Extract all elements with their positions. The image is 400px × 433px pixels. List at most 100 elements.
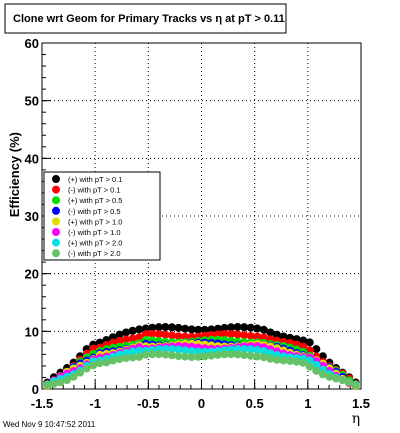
data-point bbox=[227, 350, 236, 359]
data-point bbox=[148, 350, 157, 359]
legend-marker bbox=[52, 206, 60, 215]
data-point bbox=[299, 336, 308, 345]
y-tick-label: 40 bbox=[25, 151, 39, 166]
data-point bbox=[167, 323, 176, 332]
data-point bbox=[161, 344, 170, 353]
data-point bbox=[135, 333, 144, 342]
data-point bbox=[181, 346, 190, 355]
data-point bbox=[82, 364, 91, 373]
data-point bbox=[240, 344, 249, 353]
data-point bbox=[253, 324, 262, 333]
data-point bbox=[161, 323, 170, 332]
data-point bbox=[299, 358, 308, 367]
data-point bbox=[108, 356, 117, 365]
legend-box bbox=[43, 171, 161, 261]
data-point bbox=[246, 332, 255, 341]
y-tick-label: 20 bbox=[25, 267, 39, 282]
data-point bbox=[312, 366, 321, 375]
data-point bbox=[128, 334, 137, 343]
data-point bbox=[115, 330, 124, 339]
data-point bbox=[259, 347, 268, 356]
data-point bbox=[95, 359, 104, 368]
data-point bbox=[259, 353, 268, 362]
data-point bbox=[233, 330, 242, 339]
data-point bbox=[43, 381, 52, 390]
data-point bbox=[181, 332, 190, 341]
legend-marker bbox=[52, 249, 60, 258]
data-point bbox=[115, 336, 124, 345]
data-point bbox=[174, 352, 183, 361]
data-point bbox=[194, 325, 203, 334]
legend-marker bbox=[52, 196, 60, 205]
data-point bbox=[253, 345, 262, 354]
data-point bbox=[194, 352, 203, 361]
x-tick-label: 0.5 bbox=[246, 396, 264, 411]
data-point bbox=[259, 325, 268, 334]
series-7 bbox=[43, 350, 360, 390]
data-point bbox=[253, 332, 262, 341]
data-point bbox=[253, 352, 262, 361]
data-point bbox=[227, 323, 236, 332]
data-point bbox=[305, 362, 314, 371]
data-point bbox=[240, 331, 249, 340]
legend: (+) with pT > 0.1(-) with pT > 0.1(+) wi… bbox=[43, 171, 161, 261]
data-point bbox=[200, 325, 209, 334]
y-tick-label: 10 bbox=[25, 324, 39, 339]
data-point bbox=[141, 330, 150, 339]
legend-label: (+) with pT > 0.1 bbox=[68, 175, 122, 184]
data-point bbox=[148, 329, 157, 338]
data-point bbox=[292, 357, 301, 366]
data-point bbox=[115, 355, 124, 364]
legend-label: (+) with pT > 1.0 bbox=[68, 217, 122, 226]
data-point bbox=[122, 328, 131, 337]
axes: -1.5 -1 -0.5 0 0.5 1 1.5 0 10 20 30 40 50 60 bbox=[25, 36, 371, 411]
data-point bbox=[325, 372, 334, 381]
data-point bbox=[122, 354, 131, 363]
y-tick-label: 30 bbox=[25, 209, 39, 224]
title-box bbox=[4, 3, 287, 34]
y-tick-label: 50 bbox=[25, 94, 39, 109]
legend-label: (+) with pT > 2.0 bbox=[68, 239, 122, 248]
x-tick-label: 1 bbox=[304, 396, 311, 411]
data-point bbox=[161, 330, 170, 339]
data-point bbox=[351, 381, 360, 390]
timestamp: Wed Nov 9 10:47:52 2011 bbox=[3, 420, 96, 429]
data-point bbox=[135, 325, 144, 334]
x-tick-label: 1.5 bbox=[352, 396, 370, 411]
data-point bbox=[154, 350, 163, 359]
data-point bbox=[279, 356, 288, 365]
data-point bbox=[207, 351, 216, 360]
data-point bbox=[246, 351, 255, 360]
legend-label: (+) with pT > 0.5 bbox=[68, 196, 122, 205]
data-point bbox=[227, 330, 236, 339]
data-point bbox=[233, 323, 242, 332]
data-point bbox=[181, 352, 190, 361]
chart-title: Clone wrt Geom for Primary Tracks vs η a… bbox=[13, 13, 285, 25]
data-point bbox=[266, 349, 275, 358]
y-tick-label: 0 bbox=[32, 382, 39, 397]
y-axis-label: Efficiency (%) bbox=[7, 132, 22, 217]
x-tick-label: -1 bbox=[89, 396, 101, 411]
data-point bbox=[240, 351, 249, 360]
data-point bbox=[332, 374, 341, 383]
x-tick-label: 0 bbox=[198, 396, 205, 411]
data-point bbox=[76, 368, 85, 377]
data-point bbox=[187, 352, 196, 361]
legend-marker bbox=[52, 238, 60, 247]
legend-label: (-) with pT > 2.0 bbox=[68, 249, 121, 258]
data-point bbox=[187, 325, 196, 334]
data-point bbox=[122, 335, 131, 344]
legend-label: (-) with pT > 0.5 bbox=[68, 207, 121, 216]
legend-label: (-) with pT > 0.1 bbox=[68, 186, 121, 195]
data-point bbox=[259, 333, 268, 342]
data-point bbox=[266, 354, 275, 363]
data-point bbox=[62, 376, 71, 385]
data-point bbox=[128, 347, 137, 356]
data-point bbox=[246, 323, 255, 332]
data-point bbox=[318, 352, 327, 361]
data-point bbox=[246, 345, 255, 354]
data-point bbox=[174, 323, 183, 332]
data-point bbox=[233, 350, 242, 359]
data-point bbox=[318, 370, 327, 379]
